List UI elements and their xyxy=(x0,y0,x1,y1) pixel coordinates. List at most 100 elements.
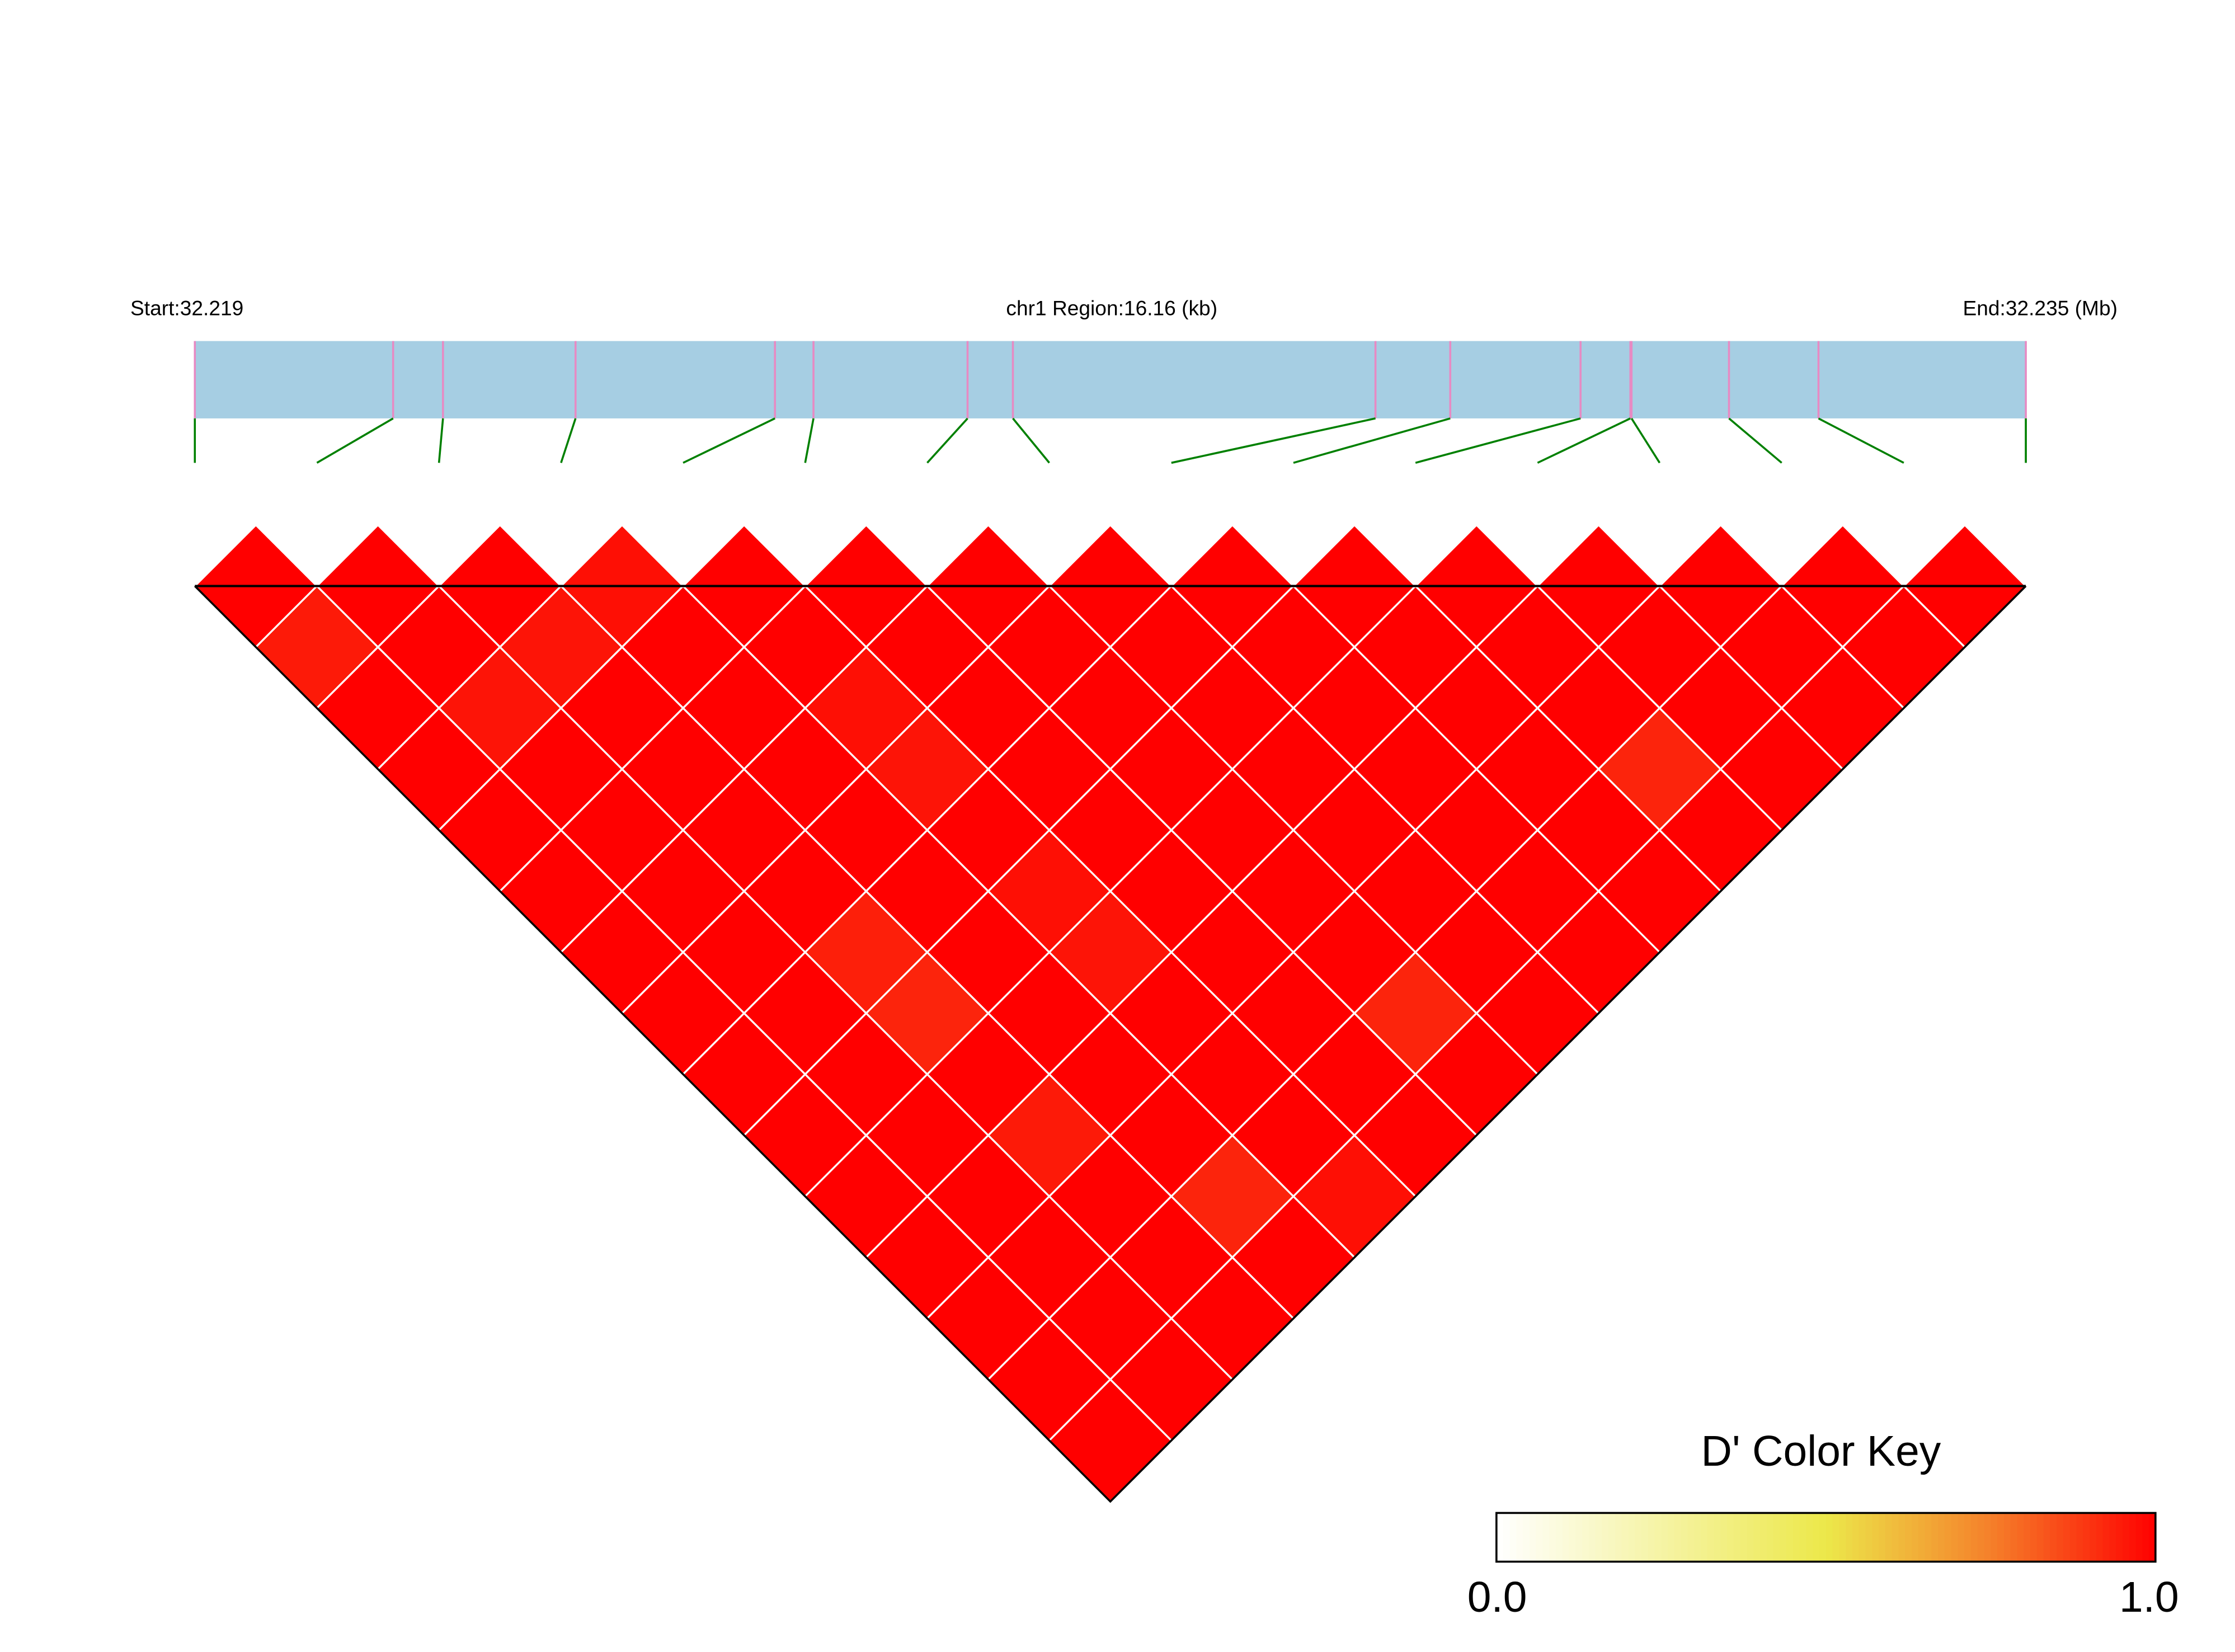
color-key-swatch xyxy=(2076,1513,2084,1562)
color-key-swatch xyxy=(1931,1513,1938,1562)
snp-marks xyxy=(194,341,2027,418)
color-key-swatch xyxy=(2036,1513,2044,1562)
color-key-swatch xyxy=(1991,1513,1998,1562)
color-key-swatch xyxy=(1549,1513,1556,1562)
snp-connector-line xyxy=(1012,417,1050,464)
color-key-swatch xyxy=(1832,1513,1840,1562)
color-key-swatch xyxy=(1509,1513,1517,1562)
color-key-swatch xyxy=(1661,1513,1668,1562)
color-key-swatch xyxy=(1720,1513,1728,1562)
color-key-swatch xyxy=(2109,1513,2116,1562)
color-key-swatch xyxy=(2122,1513,2130,1562)
color-key-swatch xyxy=(1569,1513,1576,1562)
color-key-swatch xyxy=(1615,1513,1622,1562)
color-key-swatch xyxy=(1846,1513,1853,1562)
color-key-swatch xyxy=(1977,1513,1985,1562)
color-key-swatch xyxy=(1858,1513,1866,1562)
color-key-swatch xyxy=(1588,1513,1596,1562)
snp-connector-line xyxy=(926,417,968,464)
color-key-bar xyxy=(1496,1513,2156,1562)
color-key-swatch xyxy=(1694,1513,1701,1562)
snp-connector-line xyxy=(316,417,394,464)
color-key-swatch xyxy=(1687,1513,1695,1562)
color-key-swatch xyxy=(1938,1513,1945,1562)
color-key-swatch xyxy=(1819,1513,1827,1562)
color-key-swatch xyxy=(2003,1513,2011,1562)
color-key-swatch xyxy=(1951,1513,1959,1562)
color-key-swatch xyxy=(1555,1513,1563,1562)
color-key-swatch xyxy=(1621,1513,1629,1562)
color-key-swatch xyxy=(1753,1513,1761,1562)
color-key-swatch xyxy=(1727,1513,1734,1562)
snp-connector-line xyxy=(1537,417,1631,464)
color-key-swatch xyxy=(1707,1513,1715,1562)
color-key-max-label: 1.0 xyxy=(2119,1573,2179,1621)
color-key-swatch xyxy=(2102,1513,2110,1562)
color-key-swatch xyxy=(1595,1513,1603,1562)
color-key-swatch xyxy=(1780,1513,1787,1562)
snp-connector-line xyxy=(683,417,775,464)
color-key-swatch xyxy=(1852,1513,1860,1562)
color-key-swatch xyxy=(1740,1513,1748,1562)
color-key-swatch xyxy=(2050,1513,2057,1562)
color-key-swatch xyxy=(1773,1513,1781,1562)
color-key-swatch xyxy=(2116,1513,2123,1562)
color-key-swatch xyxy=(1813,1513,1820,1562)
color-key-swatch xyxy=(1971,1513,1978,1562)
color-key-swatch xyxy=(2135,1513,2143,1562)
color-key-swatch xyxy=(1602,1513,1609,1562)
color-key-swatch xyxy=(2096,1513,2104,1562)
color-key-swatch xyxy=(1825,1513,1833,1562)
color-key-border xyxy=(1495,1512,2157,1563)
color-key-swatch xyxy=(1997,1513,2005,1562)
snp-connector-line xyxy=(560,418,577,463)
color-key-swatch xyxy=(1839,1513,1846,1562)
color-key-swatch xyxy=(1608,1513,1616,1562)
color-key-swatch xyxy=(2090,1513,2097,1562)
color-key-swatch xyxy=(2149,1513,2156,1562)
color-key-swatch xyxy=(1522,1513,1530,1562)
end-label: End:32.235 (Mb) xyxy=(1963,296,2118,320)
snp-connectors xyxy=(194,417,2027,464)
color-key-swatch xyxy=(1562,1513,1570,1562)
color-key-swatch xyxy=(1925,1513,1932,1562)
color-key-swatch xyxy=(1714,1513,1721,1562)
color-key-swatch xyxy=(1766,1513,1774,1562)
color-key-swatch xyxy=(1496,1513,1504,1562)
color-key-swatch xyxy=(2083,1513,2090,1562)
color-key-swatch xyxy=(1944,1513,1952,1562)
color-key-swatch xyxy=(2024,1513,2031,1562)
color-key-swatch xyxy=(1964,1513,1971,1562)
color-key-swatch xyxy=(1865,1513,1873,1562)
color-key-swatch xyxy=(1786,1513,1794,1562)
color-key-swatch xyxy=(1648,1513,1655,1562)
color-key-swatch xyxy=(1760,1513,1767,1562)
snp-connector-line xyxy=(437,418,444,463)
color-key-swatch xyxy=(2017,1513,2025,1562)
color-key-title: D' Color Key xyxy=(1701,1427,1941,1475)
color-key-swatch xyxy=(2063,1513,2071,1562)
color-key-swatch xyxy=(1701,1513,1708,1562)
color-key-swatch xyxy=(1628,1513,1636,1562)
color-key-swatch xyxy=(2043,1513,2051,1562)
color-key-swatch xyxy=(1575,1513,1583,1562)
color-key-swatch xyxy=(1542,1513,1550,1562)
snp-connector-line xyxy=(1630,417,1661,464)
snp-connector-line xyxy=(804,418,815,463)
start-label: Start:32.219 xyxy=(130,296,243,320)
color-key-swatch xyxy=(1885,1513,1893,1562)
color-key-swatch xyxy=(1516,1513,1523,1562)
color-key-swatch xyxy=(1918,1513,1926,1562)
color-key-swatch xyxy=(2129,1513,2137,1562)
color-key-swatch xyxy=(1635,1513,1642,1562)
color-key-swatch xyxy=(1681,1513,1688,1562)
ld-cells xyxy=(193,524,2027,1503)
color-key-swatch xyxy=(1582,1513,1589,1562)
color-key-swatch xyxy=(1872,1513,1879,1562)
snp-connector-line xyxy=(1293,417,1451,464)
color-key-swatch xyxy=(1674,1513,1682,1562)
heatmap-outline xyxy=(194,585,2027,1503)
color-key-swatch xyxy=(1668,1513,1675,1562)
color-key-swatch xyxy=(1984,1513,1992,1562)
color-key-swatch xyxy=(1654,1513,1662,1562)
